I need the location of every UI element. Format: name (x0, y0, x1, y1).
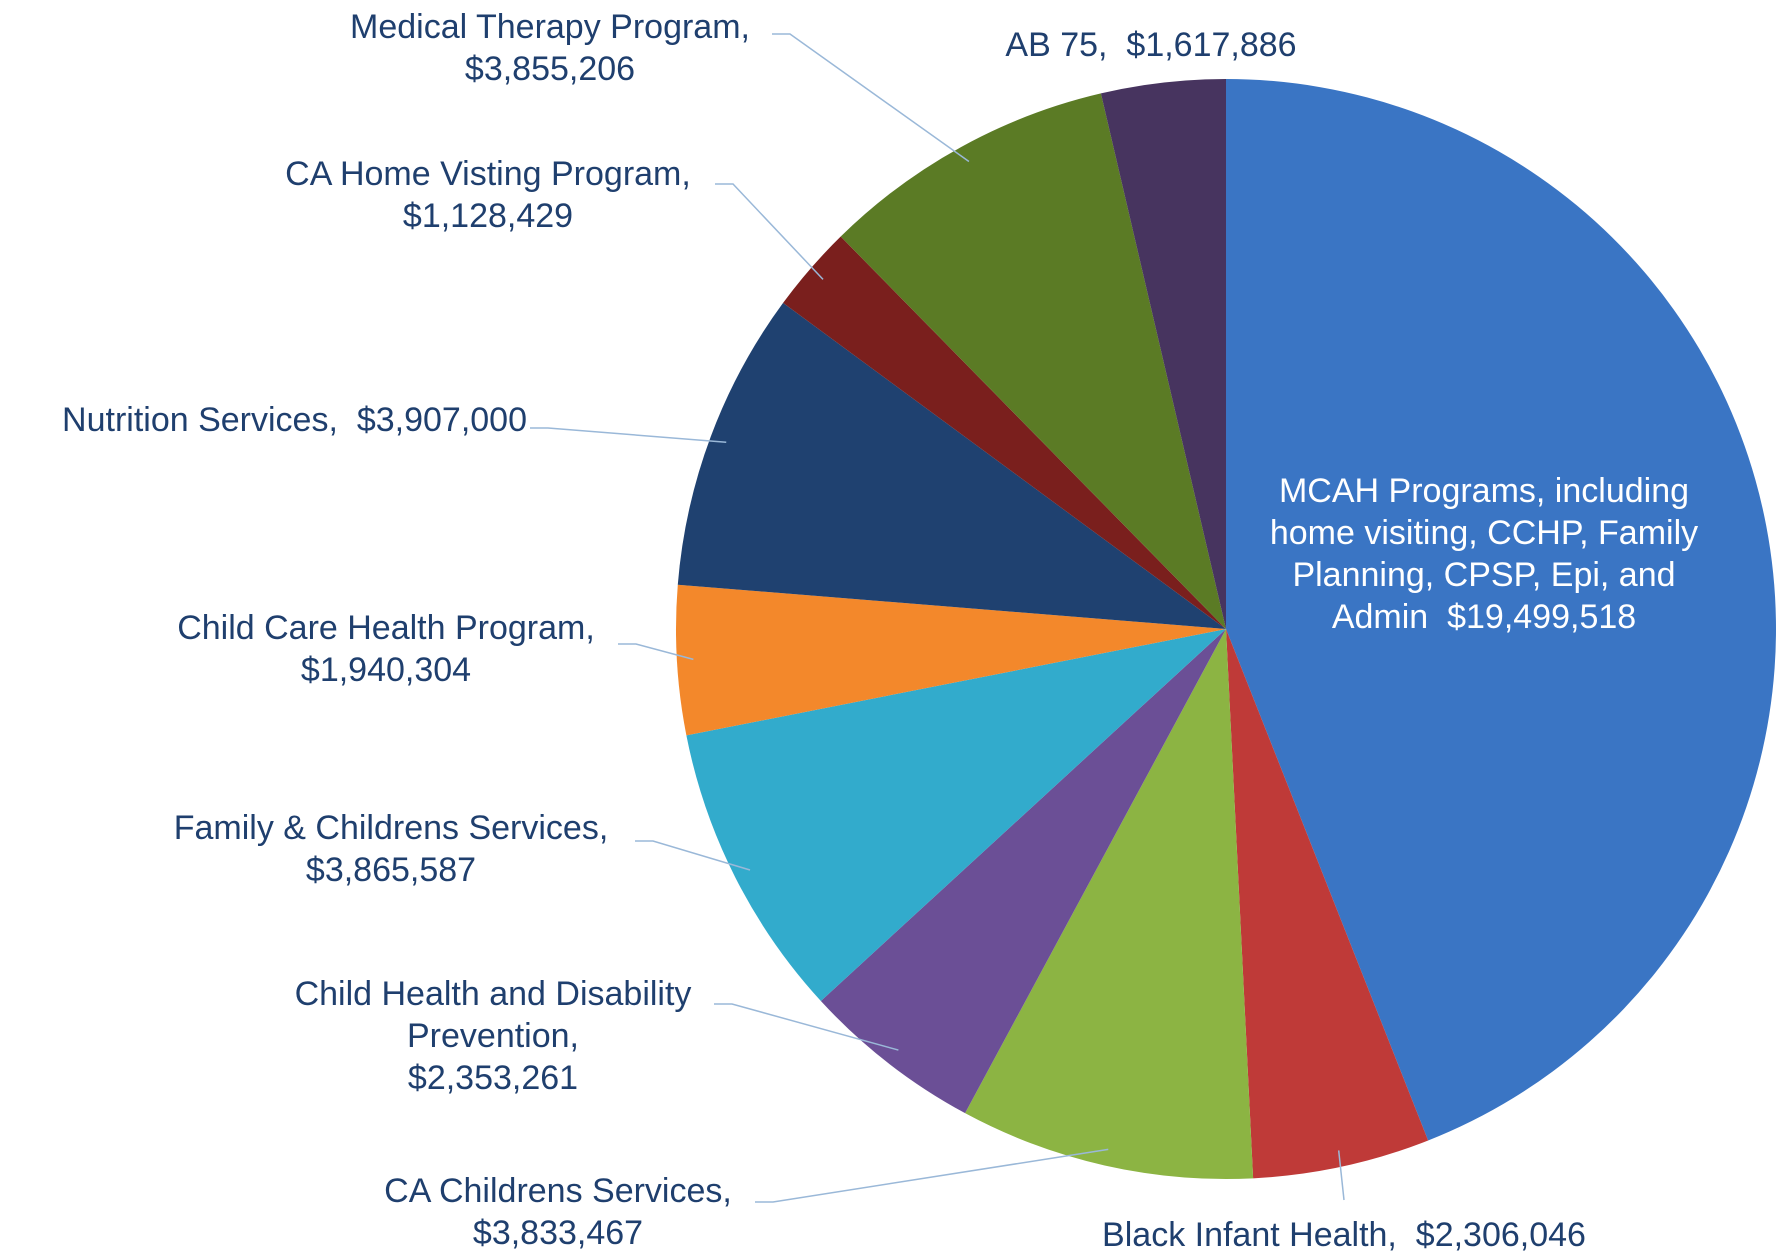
label-text: MCAH Programs, including home visiting, … (1269, 472, 1699, 636)
label-text: $2,353,261 (407, 1059, 579, 1097)
label-text: $2,306,046 (1415, 1216, 1586, 1254)
pie-slice (676, 584, 1226, 736)
leader-line (1337, 1150, 1345, 1201)
pie-slice (965, 629, 1254, 1179)
data-label: Medical Therapy Program, $3,855,206 (320, 6, 780, 90)
pie-slice (677, 302, 1226, 629)
pie-slice (1100, 79, 1226, 629)
label-text: Nutrition Services, (62, 401, 338, 439)
pie-slice (1226, 629, 1429, 1179)
pie-slice (840, 93, 1226, 629)
leader-line (635, 840, 751, 871)
label-text: $3,907,000 (356, 401, 527, 439)
label-text: CA Childrens Services, (384, 1172, 732, 1210)
data-label: MCAH Programs, including home visiting, … (1244, 470, 1724, 638)
leader-line (530, 427, 727, 444)
label-text: AB 75, (1005, 26, 1108, 64)
label-text: Child Care Health Program, (177, 609, 595, 647)
data-label: Child Care Health Program, $1,940,304 (146, 607, 626, 691)
label-text: $3,833,467 (472, 1214, 644, 1252)
label-text: Family & Childrens Services, (173, 809, 609, 847)
label-text: $1,128,429 (402, 197, 574, 235)
data-label: Child Health and Disability Prevention, $… (243, 973, 743, 1099)
label-text: CA Home Visting Program, (285, 155, 691, 193)
pie-slice (686, 629, 1226, 1001)
label-text: $3,865,587 (305, 851, 477, 889)
data-label: CA Childrens Services, $3,833,467 (338, 1170, 778, 1254)
leader-line (715, 183, 824, 280)
label-text: $1,617,886 (1126, 26, 1297, 64)
label-text: $19,499,518 (1447, 598, 1637, 636)
data-label: CA Home Visting Program, $1,128,429 (258, 153, 718, 237)
data-label: AB 75, $1,617,886 (1005, 24, 1296, 66)
data-label: Nutrition Services, $3,907,000 (62, 399, 527, 441)
label-text: Black Infant Health, (1102, 1216, 1397, 1254)
data-label: Black Infant Health, $2,306,046 (1102, 1214, 1586, 1256)
label-text: Child Health and Disability Prevention, (294, 975, 692, 1055)
pie-slice (820, 629, 1226, 1114)
pie-slice (783, 236, 1226, 629)
leader-line (714, 1003, 899, 1051)
label-text: $3,855,206 (464, 50, 636, 88)
label-text: $1,940,304 (300, 651, 472, 689)
leader-line (618, 643, 694, 661)
label-text: Medical Therapy Program, (350, 8, 750, 46)
data-label: Family & Childrens Services, $3,865,587 (131, 807, 651, 891)
pie-slice (1226, 79, 1777, 1141)
leader-line (772, 33, 970, 163)
leader-line (755, 1148, 1109, 1203)
